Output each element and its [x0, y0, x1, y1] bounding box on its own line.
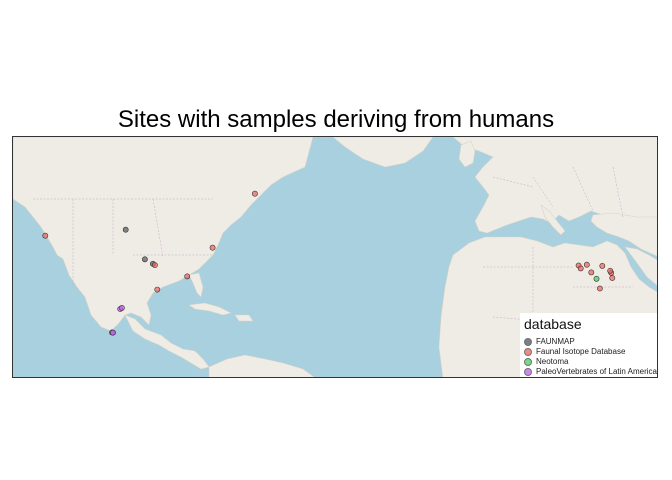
landmasses [13, 137, 657, 377]
site-point[interactable] [151, 262, 158, 269]
legend-label: FAUNMAP [536, 337, 575, 346]
site-point[interactable] [110, 329, 116, 336]
italy [540, 204, 566, 236]
border-line [152, 198, 164, 258]
florida [188, 272, 204, 298]
legend-label: PaleoVertebrates of Latin America [536, 367, 657, 376]
north-america [13, 137, 314, 332]
legend-item-neotoma: Neotoma [524, 356, 568, 367]
map-title: Sites with samples deriving from humans [117, 106, 555, 133]
site-point[interactable] [42, 232, 49, 239]
anatolia [590, 212, 657, 257]
site-point[interactable] [609, 275, 616, 281]
site-point[interactable] [251, 190, 258, 197]
site-point[interactable] [607, 267, 614, 274]
greenland [332, 137, 434, 168]
cuba [188, 302, 232, 316]
border-line [532, 176, 554, 208]
site-point[interactable] [141, 256, 148, 263]
legend-label: Neotoma [536, 357, 569, 366]
legend-key-neotoma [524, 357, 532, 366]
site-point[interactable] [119, 304, 125, 311]
legend-item-faunmap: FAUNMAP [524, 336, 575, 347]
site-points [42, 190, 616, 336]
legend-item-faunal-isotope: Faunal Isotope Database [524, 346, 625, 357]
legend-key-paleovertebrates [524, 367, 532, 376]
legend-title: database [524, 316, 582, 332]
site-point[interactable] [184, 273, 191, 280]
legend: database FAUNMAP Faunal Isotope Database… [520, 313, 657, 377]
site-point[interactable] [577, 265, 584, 272]
legend-label: Faunal Isotope Database [536, 347, 626, 356]
arabia [624, 246, 657, 286]
site-point[interactable] [597, 285, 603, 292]
hispaniola [234, 314, 254, 322]
site-point[interactable] [122, 226, 129, 233]
site-point[interactable] [593, 275, 600, 282]
site-point[interactable] [599, 262, 606, 269]
site-point[interactable] [209, 244, 216, 251]
site-point[interactable] [588, 269, 595, 276]
site-point[interactable] [583, 261, 590, 268]
legend-key-faunmap [524, 337, 532, 346]
legend-item-paleovertebrates: PaleoVertebrates of Latin America [524, 366, 657, 377]
border-line [612, 166, 624, 218]
british-isles [458, 140, 476, 168]
border-line [572, 166, 594, 212]
legend-key-faunal-isotope [524, 347, 532, 356]
site-point[interactable] [154, 286, 161, 293]
south-america [208, 354, 315, 377]
